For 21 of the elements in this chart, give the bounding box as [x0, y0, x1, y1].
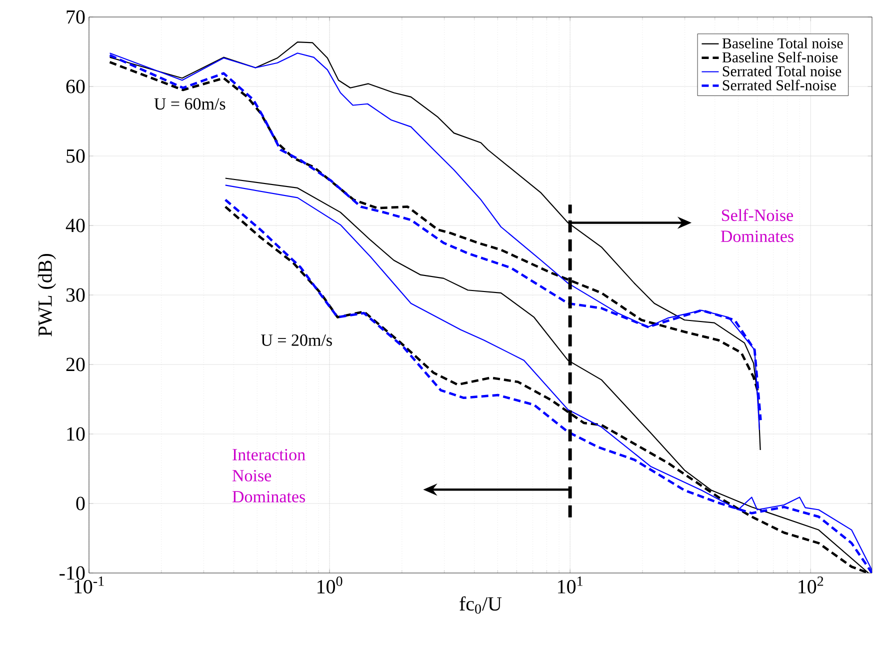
- legend-label: Serrated Self-noise: [722, 80, 836, 90]
- legend-label: Baseline Total noise: [722, 38, 843, 48]
- y-tick-label: 20: [66, 358, 85, 372]
- annotation: Self-Noise Dominates: [720, 208, 794, 242]
- annotation: Interaction Noise Dominates: [232, 448, 306, 502]
- y-axis-title: PWL (dB): [38, 254, 56, 336]
- y-tick-label: 60: [66, 80, 85, 94]
- legend-label: Baseline Self-noise: [722, 52, 838, 62]
- annotation: U = 20m/s: [261, 334, 332, 346]
- y-tick-label: 40: [66, 218, 85, 232]
- y-tick-label: 50: [66, 149, 85, 163]
- legend-label: Serrated Total noise: [722, 66, 842, 76]
- y-tick-label: 0: [76, 496, 85, 510]
- x-tick-label: 10$^{1}$: [558, 576, 582, 594]
- y-tick-label: 70: [66, 10, 85, 24]
- x-tick-label: 10$^{0}$: [318, 576, 342, 594]
- annotation: U = 60m/s: [154, 98, 226, 110]
- y-tick-label: 30: [66, 288, 85, 302]
- y-tick-label: 10: [67, 427, 85, 441]
- x-tick-label: 10$^{2}$: [798, 576, 824, 594]
- x-axis-title: fc$_{0}$/U: [460, 596, 502, 614]
